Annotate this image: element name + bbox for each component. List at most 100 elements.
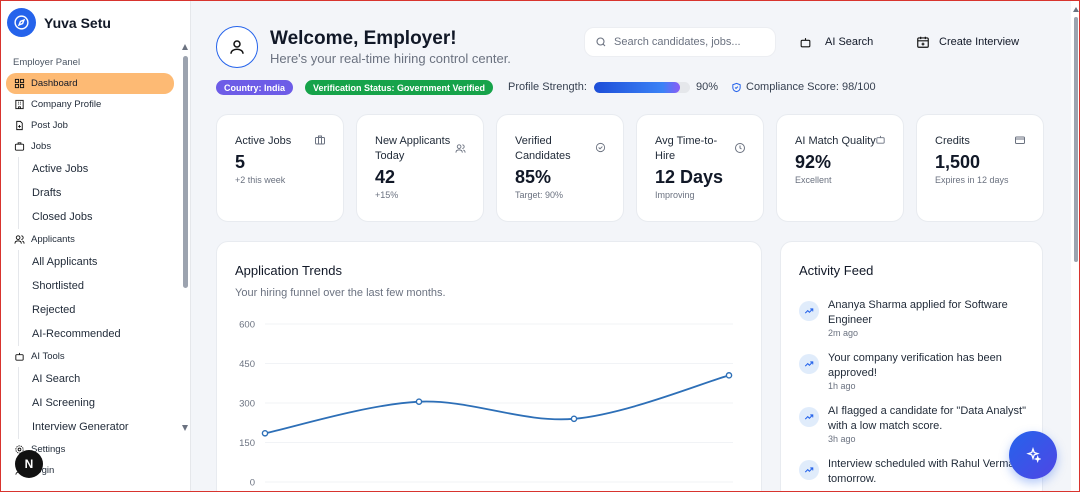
sidebar-subitem-interview-generator[interactable]: Interview Generator xyxy=(32,421,129,433)
ai-search-button[interactable]: AI Search xyxy=(799,32,873,52)
application-trends-panel: Application Trends Your hiring funnel ov… xyxy=(216,241,762,492)
data-point[interactable] xyxy=(570,415,578,423)
sidebar-item-label: AI Tools xyxy=(31,351,65,362)
stat-card-credits[interactable]: Credits 1,500 Expires in 12 days xyxy=(916,114,1044,222)
page-scrollbar[interactable] xyxy=(1074,17,1078,262)
stat-card-verified-candidates[interactable]: Verified Candidates 85% Target: 90% xyxy=(496,114,624,222)
sidebar: Yuva Setu Employer Panel Dashboard Compa… xyxy=(0,0,191,492)
y-tick-label: 150 xyxy=(239,438,255,449)
credit-card-icon xyxy=(1015,136,1025,144)
sidebar-subitem-closed-jobs[interactable]: Closed Jobs xyxy=(32,211,93,223)
activity-text: Ananya Sharma applied for Software Engin… xyxy=(828,299,1008,326)
scroll-down-arrow[interactable] xyxy=(182,425,188,431)
ai-assistant-button[interactable] xyxy=(1009,431,1057,479)
card-note: Target: 90% xyxy=(515,190,564,200)
trending-up-icon xyxy=(799,407,819,427)
sidebar-subitem-drafts[interactable]: Drafts xyxy=(32,187,62,199)
ai-search-label: AI Search xyxy=(825,36,874,48)
activity-time: 1h ago xyxy=(828,381,856,391)
card-value: 1,500 xyxy=(935,152,981,172)
create-interview-button[interactable]: Create Interview xyxy=(916,32,1019,52)
page-title: Welcome, Employer! xyxy=(270,28,457,49)
sidebar-item-label: Applicants xyxy=(31,234,75,245)
dev-badge[interactable]: N xyxy=(15,450,43,478)
activity-text: Interview scheduled with Rahul Verma for… xyxy=(828,458,1031,485)
card-title: New Applicants Today xyxy=(375,135,451,162)
users-icon xyxy=(455,144,466,153)
sidebar-item-post-job[interactable]: Post Job xyxy=(6,115,174,136)
sidebar-subitem-rejected[interactable]: Rejected xyxy=(32,304,76,316)
grid-icon xyxy=(14,78,25,89)
data-point[interactable] xyxy=(725,372,733,379)
sidebar-subitem-shortlisted[interactable]: Shortlisted xyxy=(32,280,84,292)
sidebar-item-label: Jobs xyxy=(31,141,52,152)
profile-strength-value: 90% xyxy=(696,81,719,93)
sidebar-item-applicants[interactable]: Applicants xyxy=(6,229,174,250)
sidebar-item-jobs[interactable]: Jobs xyxy=(6,136,174,157)
card-value: 5 xyxy=(235,152,246,172)
activity-time: 2m ago xyxy=(828,328,859,338)
create-interview-label: Create Interview xyxy=(939,36,1020,48)
trending-up-icon xyxy=(799,301,819,321)
stat-card-new-applicants[interactable]: New Applicants Today 42 +15% xyxy=(356,114,484,222)
sidebar-item-label: Company Profile xyxy=(31,99,102,110)
sidebar-subitem-ai-recommended[interactable]: AI-Recommended xyxy=(32,328,121,340)
bot-icon xyxy=(800,37,811,47)
calendar-plus-icon xyxy=(917,36,929,48)
data-point[interactable] xyxy=(415,398,423,405)
activity-time: 3h ago xyxy=(828,434,856,444)
shield-check-icon xyxy=(732,82,741,92)
page-scroll-up-arrow[interactable] xyxy=(1073,7,1079,12)
scroll-up-arrow[interactable] xyxy=(182,44,188,50)
stat-cards: Active Jobs 5 +2 this week New Applicant… xyxy=(216,114,1044,222)
brand[interactable]: Yuva Setu xyxy=(7,8,111,37)
card-value: 85% xyxy=(515,167,552,187)
page-subtitle: Here's your real-time hiring control cen… xyxy=(270,51,511,66)
search-box[interactable] xyxy=(584,27,776,57)
list-item[interactable]: Your company verification has been appro… xyxy=(799,351,1039,391)
sidebar-item-company-profile[interactable]: Company Profile xyxy=(6,94,174,115)
card-note: Improving xyxy=(655,190,695,200)
main-content: Welcome, Employer! Here's your real-time… xyxy=(191,0,1079,492)
panel-label: Employer Panel xyxy=(13,57,81,68)
list-item[interactable]: AI flagged a candidate for "Data Analyst… xyxy=(799,404,1039,444)
y-tick-label: 450 xyxy=(239,359,255,370)
briefcase-icon xyxy=(315,135,325,145)
card-title: Credits xyxy=(935,135,970,147)
sidebar-subitem-all-applicants[interactable]: All Applicants xyxy=(32,256,98,268)
application-trends-chart: 600 450 300 150 0 xyxy=(239,320,733,489)
y-tick-label: 600 xyxy=(239,320,255,331)
y-tick-label: 300 xyxy=(239,399,255,410)
sidebar-scrollbar[interactable] xyxy=(183,56,188,288)
compliance-text: Compliance Score: 98/100 xyxy=(746,81,876,93)
list-item[interactable]: Interview scheduled with Rahul Verma for… xyxy=(799,457,1039,487)
search-icon xyxy=(596,37,606,47)
sidebar-subitem-active-jobs[interactable]: Active Jobs xyxy=(32,163,89,175)
compliance-score: Compliance Score: 98/100 xyxy=(731,81,876,93)
panel-title: Activity Feed xyxy=(799,263,874,278)
list-item[interactable]: Ananya Sharma applied for Software Engin… xyxy=(799,298,1039,338)
activity-feed: Ananya Sharma applied for Software Engin… xyxy=(799,298,1039,492)
country-badge: Country: India xyxy=(216,80,293,95)
activity-feed-panel: Activity Feed Ananya Sharma applied for … xyxy=(780,241,1043,492)
card-note: +15% xyxy=(375,190,399,200)
card-title: AI Match Quality xyxy=(795,135,876,147)
data-point[interactable] xyxy=(261,429,269,437)
stat-card-time-to-hire[interactable]: Avg Time-to-Hire 12 Days Improving xyxy=(636,114,764,222)
ai-tools-submenu: AI Search AI Screening Interview Generat… xyxy=(18,367,180,439)
profile-strength-label: Profile Strength: xyxy=(508,81,587,93)
building-icon xyxy=(14,99,25,110)
stat-card-active-jobs[interactable]: Active Jobs 5 +2 this week xyxy=(216,114,344,222)
avatar[interactable] xyxy=(216,26,258,68)
card-value: 12 Days xyxy=(655,167,724,187)
sidebar-subitem-ai-search[interactable]: AI Search xyxy=(32,373,81,385)
file-plus-icon xyxy=(14,120,25,131)
sidebar-item-dashboard[interactable]: Dashboard xyxy=(6,73,174,94)
sidebar-subitem-ai-screening[interactable]: AI Screening xyxy=(32,397,95,409)
search-input[interactable] xyxy=(614,36,764,48)
sidebar-nav: Dashboard Company Profile Post Job Jobs … xyxy=(0,73,180,481)
sparkles-icon xyxy=(1026,447,1041,463)
stat-card-ai-match-quality[interactable]: AI Match Quality 92% Excellent xyxy=(776,114,904,222)
compass-icon xyxy=(7,8,36,37)
sidebar-item-ai-tools[interactable]: AI Tools xyxy=(6,346,174,367)
